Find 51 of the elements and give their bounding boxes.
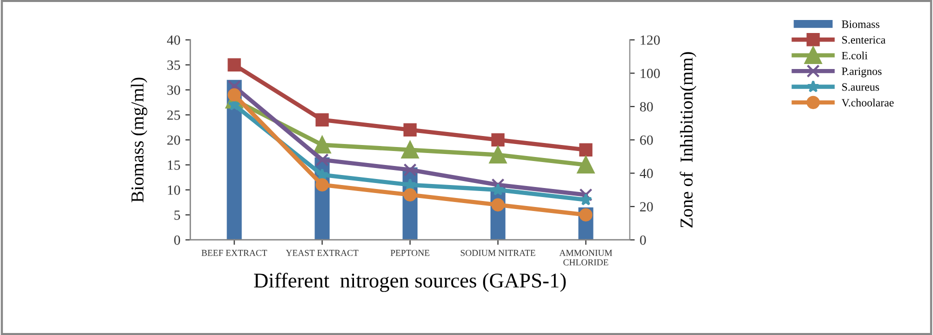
point [228, 80, 241, 94]
y2-tick-label: 100 [640, 68, 660, 78]
y2-tick-label: 40 [640, 168, 653, 178]
point [313, 136, 331, 154]
legend-label: Biomass [842, 20, 880, 28]
point [316, 178, 329, 192]
x-tick-label: BEEF EXTRACT [202, 250, 268, 256]
y-tick-label: 5 [174, 210, 180, 220]
x-tick-label: YEAST EXTRACT [286, 250, 358, 256]
point [404, 178, 416, 190]
point [403, 188, 417, 202]
legend-label: P.arignos [842, 68, 882, 78]
y2-axis-title: Zone of Inhibition(mm) [680, 52, 696, 228]
y2-tick-label: 0 [640, 235, 646, 245]
point [316, 113, 329, 126]
point [228, 58, 241, 72]
point [579, 188, 592, 202]
legend-label: S.aureus [842, 83, 880, 91]
y-tick-label: 20 [167, 135, 180, 145]
y-axis-title: Biomass (mg/ml) [130, 78, 148, 202]
y-tick-label: 25 [167, 110, 180, 120]
point [316, 153, 329, 166]
y-tick-label: 15 [168, 160, 180, 170]
y-tick-label: 35 [167, 60, 180, 70]
point [228, 88, 241, 102]
point [577, 156, 595, 174]
y-tick-label: 40 [166, 35, 180, 45]
x-tick-label: AMMONIUM CHLORIDE [559, 250, 612, 266]
legend-label: S.enterica [842, 36, 886, 44]
x-axis-title: Different nitrogen sources (GAPS-1) [254, 272, 566, 292]
y2-tick-label: 60 [640, 135, 653, 145]
point [579, 208, 592, 222]
point [489, 146, 507, 164]
point [491, 198, 505, 212]
y2-tick-label: 120 [640, 35, 660, 45]
point [401, 141, 419, 159]
x-tick-label: SODIUM NITRATE [460, 250, 536, 256]
legend-label: V.choolarae [842, 98, 894, 107]
y-tick-label: 30 [167, 85, 180, 95]
y2-tick-label: 80 [640, 102, 653, 112]
y-tick-label: 0 [174, 235, 180, 245]
point [579, 143, 592, 156]
point [580, 193, 592, 206]
point [403, 123, 417, 136]
y2-tick-label: 20 [640, 202, 653, 212]
point [491, 133, 505, 146]
y-tick-label: 10 [168, 185, 180, 195]
point [492, 183, 504, 196]
point [403, 163, 417, 176]
legend-label: E.coli [842, 52, 868, 60]
x-tick-label: PEPTONE [390, 250, 430, 256]
